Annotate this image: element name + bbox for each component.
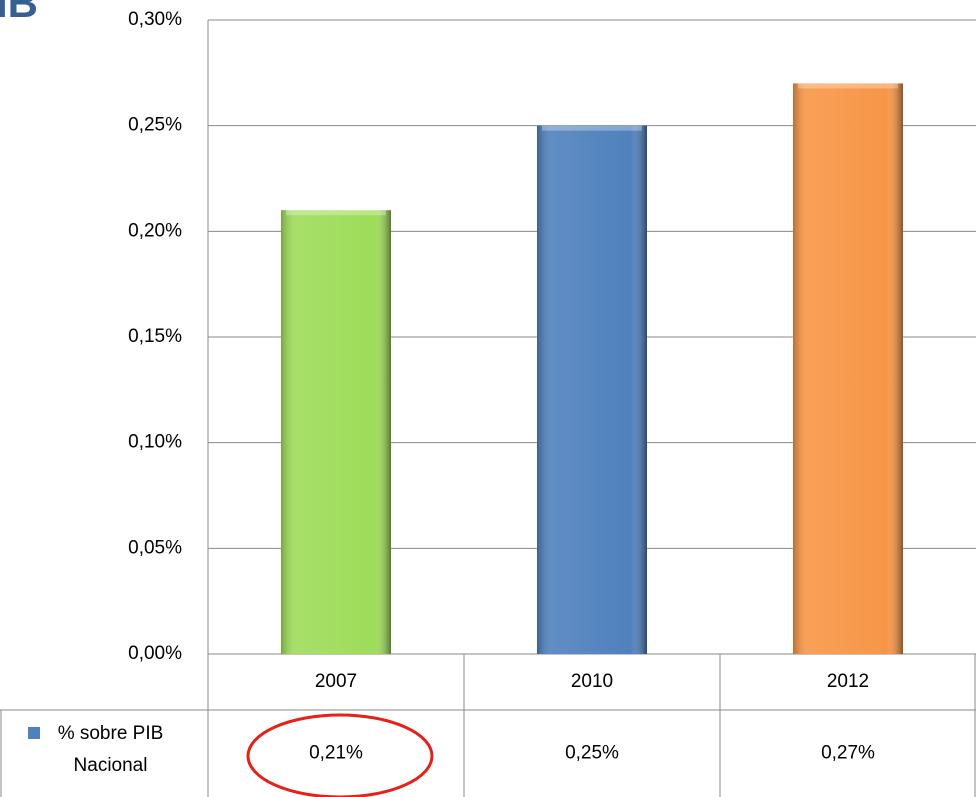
bar-shade <box>793 83 903 654</box>
y-tick-label: 0,05% <box>128 537 182 558</box>
y-tick-label: 0,30% <box>128 9 182 30</box>
y-tick-label: 0,10% <box>128 432 182 453</box>
x-tick-label: 2012 <box>827 671 869 692</box>
legend-marker <box>28 727 40 739</box>
bar-top <box>286 210 386 216</box>
data-label: 0,21% <box>309 743 363 764</box>
y-tick-label: 0,00% <box>128 643 182 664</box>
bar-shade <box>281 210 391 654</box>
y-tick-label: 0,25% <box>128 115 182 136</box>
x-tick-label: 2010 <box>571 671 613 692</box>
data-label: 0,27% <box>821 743 875 764</box>
x-tick-label: 2007 <box>315 671 357 692</box>
y-tick-label: 0,20% <box>128 220 182 241</box>
data-label: 0,25% <box>565 743 619 764</box>
bar-shade <box>537 125 647 654</box>
y-tick-label: 0,15% <box>128 326 182 347</box>
highlight-circle <box>246 713 434 797</box>
chart-title: IB <box>0 0 38 26</box>
bar-top <box>798 83 898 89</box>
legend-label: % sobre PIB Nacional <box>57 723 164 776</box>
bar-top <box>542 125 642 131</box>
